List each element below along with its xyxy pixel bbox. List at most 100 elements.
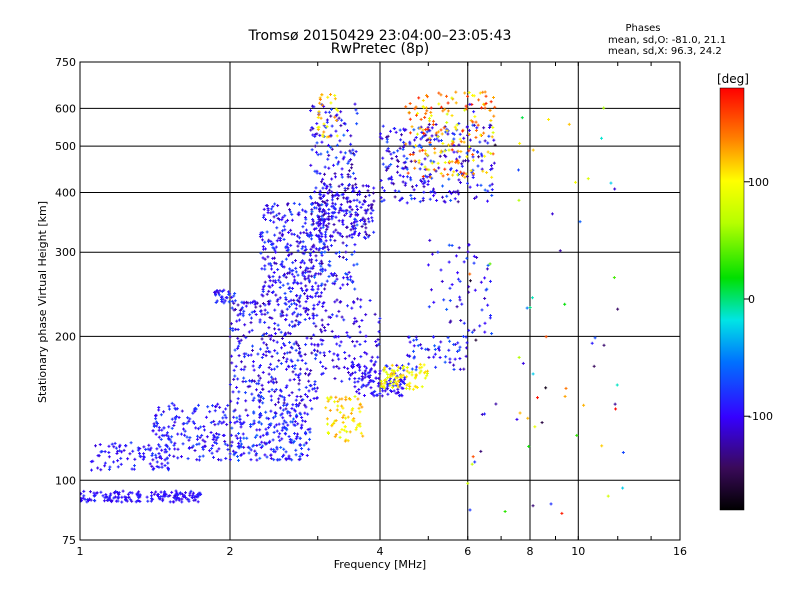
data-point [234,434,238,438]
data-point [421,128,425,132]
data-point [483,106,487,110]
data-point [327,212,331,216]
data-point [408,131,412,135]
data-point [270,367,274,371]
data-point [318,217,322,221]
data-point [295,394,299,398]
data-point [293,420,297,424]
data-point [115,452,119,456]
data-point [405,383,409,387]
data-point [412,356,416,360]
data-point [363,208,367,212]
data-point [213,440,217,444]
data-point [426,127,430,131]
data-point [147,443,151,447]
data-point [294,398,298,402]
data-point [275,365,279,369]
data-point [196,434,200,438]
data-point [275,447,279,451]
data-point [294,415,298,419]
data-point [157,428,161,432]
data-point [313,169,317,173]
data-point [108,496,112,500]
data-point [298,367,302,371]
data-point [276,458,280,462]
data-point [320,291,324,295]
data-point [343,357,347,361]
data-point [350,408,354,412]
data-point [258,428,262,432]
data-point [427,122,431,126]
data-point [372,380,376,384]
data-point [213,423,217,427]
data-point [349,275,353,279]
data-point [265,416,269,420]
data-point [345,225,349,229]
data-point [355,340,359,344]
data-point [284,407,288,411]
data-point [291,286,295,290]
data-point [236,458,240,462]
data-point [316,201,320,205]
data-point [286,331,290,335]
data-point [320,342,324,346]
data-point [288,340,292,344]
data-point [221,410,225,414]
data-point [336,231,340,235]
data-point [366,235,370,239]
data-point [345,276,349,280]
data-point [377,376,381,380]
data-point [320,261,324,265]
data-point [254,313,258,317]
data-point [279,312,283,316]
data-point [120,500,124,504]
data-point [402,127,406,131]
data-point [369,211,373,215]
data-point [443,167,447,171]
data-point [314,353,318,357]
data-point [400,196,404,200]
data-point [289,298,293,302]
data-point [99,490,103,494]
data-point [323,287,327,291]
data-point [355,198,359,202]
data-point [118,449,122,453]
data-point [386,392,390,396]
data-point [405,369,409,373]
data-point [314,281,318,285]
data-point [422,185,426,189]
data-point [602,106,606,110]
data-point [277,435,281,439]
data-point [465,133,469,137]
data-point [429,159,433,163]
data-point [87,499,91,503]
data-point [406,335,410,339]
data-point [116,459,120,463]
data-point [267,423,271,427]
data-point [261,294,265,298]
data-point [277,278,281,282]
data-point [412,338,416,342]
data-point [173,447,177,451]
data-point [309,163,313,167]
data-point [304,300,308,304]
data-point [353,177,357,181]
data-point [276,297,280,301]
data-point [290,407,294,411]
data-point [257,420,261,424]
data-point [280,346,284,350]
data-point [343,213,347,217]
data-point [247,451,251,455]
data-point [236,397,240,401]
data-point [431,119,435,123]
data-point [404,105,408,109]
data-point [405,353,409,357]
data-point [264,350,268,354]
data-point [142,445,146,449]
data-point [347,270,351,274]
data-point [389,162,393,166]
data-point [407,111,411,115]
data-point [292,275,296,279]
data-point [466,181,470,185]
